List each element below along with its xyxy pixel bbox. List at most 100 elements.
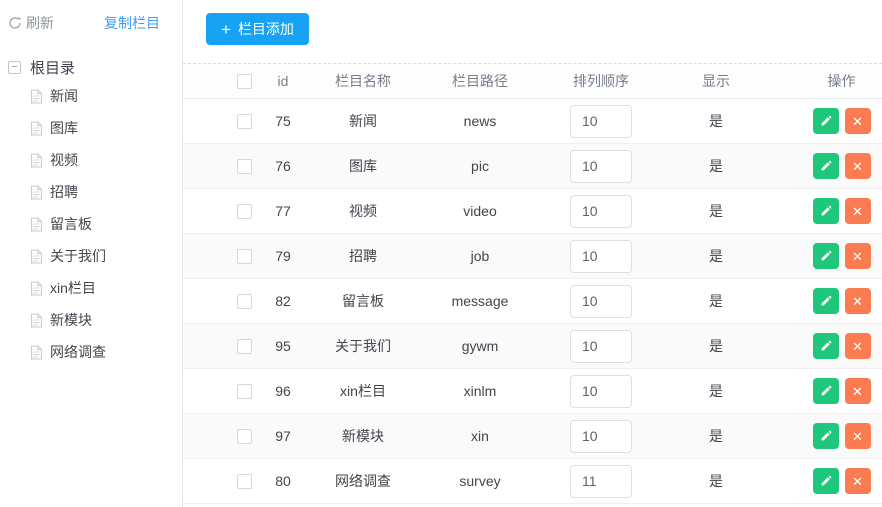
tree-item[interactable]: 招聘 [0, 176, 182, 208]
tree-root-label: 根目录 [30, 59, 76, 77]
order-input[interactable] [570, 239, 632, 273]
cell-show: 是 [709, 293, 723, 309]
tree-item[interactable]: 新模块 [0, 304, 182, 336]
edit-button[interactable] [812, 288, 839, 314]
edit-button[interactable] [812, 468, 839, 494]
select-all-checkbox[interactable] [236, 74, 252, 90]
category-tree: − 根目录 新闻 图库 视频 招聘 留言板 关于我们 xin栏目 新模块 网络调查 [0, 54, 182, 368]
row-checkbox[interactable] [236, 114, 252, 130]
cell-path: message [451, 293, 509, 309]
plus-icon: + [221, 19, 231, 39]
row-checkbox[interactable] [236, 249, 252, 265]
add-column-button-label: 栏目添加 [237, 21, 294, 37]
cell-show: 是 [709, 203, 723, 219]
table-row: 97 新模块 xin 是 ✕ [183, 414, 882, 459]
pencil-icon [821, 340, 831, 351]
cell-path: video [463, 203, 497, 219]
delete-button[interactable]: ✕ [844, 468, 871, 494]
row-checkbox[interactable] [236, 159, 252, 175]
order-input[interactable] [570, 464, 632, 498]
tree-root-node[interactable]: − 根目录 [0, 54, 182, 80]
order-input[interactable] [570, 374, 632, 408]
col-header-show: 显示 [702, 73, 730, 89]
tree-item[interactable]: 图库 [0, 112, 182, 144]
edit-button[interactable] [812, 108, 839, 134]
order-input[interactable] [570, 104, 632, 138]
edit-button[interactable] [812, 153, 839, 179]
edit-button[interactable] [812, 333, 839, 359]
order-input[interactable] [570, 149, 632, 183]
row-checkbox[interactable] [236, 384, 252, 400]
col-header-id: id [277, 73, 289, 89]
checkbox-cell [223, 338, 265, 355]
delete-x-icon: ✕ [852, 473, 863, 489]
add-column-button[interactable]: + 栏目添加 [206, 13, 309, 45]
checkbox-cell [223, 203, 265, 220]
collapse-minus-icon[interactable]: − [8, 60, 21, 74]
order-input[interactable] [570, 194, 632, 228]
tree-item[interactable]: xin栏目 [0, 272, 182, 304]
cell-show: 是 [709, 248, 723, 264]
cell-order [535, 284, 667, 318]
cell-ops: ✕ [765, 108, 882, 134]
cell-ops: ✕ [765, 198, 882, 224]
cell-order [535, 239, 667, 273]
cell-path: gywm [461, 338, 499, 354]
edit-button[interactable] [812, 198, 839, 224]
row-checkbox[interactable] [236, 294, 252, 310]
tree-item[interactable]: 新闻 [0, 80, 182, 112]
cell-path: xin [471, 428, 489, 444]
table-row: 80 网络调查 survey 是 ✕ [183, 459, 882, 504]
tree-item[interactable]: 视频 [0, 144, 182, 176]
delete-x-icon: ✕ [852, 338, 863, 354]
row-checkbox[interactable] [236, 474, 252, 490]
cell-id: 79 [275, 248, 291, 264]
edit-button[interactable] [812, 423, 839, 449]
table-row: 82 留言板 message 是 ✕ [183, 279, 882, 324]
delete-button[interactable]: ✕ [844, 153, 871, 179]
refresh-button[interactable]: 刷新 [8, 13, 54, 33]
order-input[interactable] [570, 329, 632, 363]
table-row: 96 xin栏目 xinlm 是 ✕ [183, 369, 882, 414]
delete-x-icon: ✕ [852, 203, 863, 219]
pencil-icon [821, 295, 831, 306]
cell-order [535, 194, 667, 228]
delete-button[interactable]: ✕ [844, 423, 871, 449]
cell-path: pic [471, 158, 489, 174]
row-checkbox[interactable] [236, 204, 252, 220]
edit-button[interactable] [812, 243, 839, 269]
cell-name: 视频 [349, 203, 377, 219]
checkbox-cell [223, 383, 265, 400]
edit-button[interactable] [812, 378, 839, 404]
row-checkbox[interactable] [236, 429, 252, 445]
cell-ops: ✕ [765, 288, 882, 314]
cell-id: 82 [275, 293, 291, 309]
delete-button[interactable]: ✕ [844, 243, 871, 269]
pencil-icon [821, 250, 831, 261]
main-content: + 栏目添加 id 栏目名称 栏目路径 排列顺序 显示 操作 75 新闻 news 是… [183, 0, 882, 507]
delete-button[interactable]: ✕ [844, 198, 871, 224]
cell-ops: ✕ [765, 243, 882, 269]
delete-button[interactable]: ✕ [844, 288, 871, 314]
cell-order [535, 419, 667, 453]
delete-button[interactable]: ✕ [844, 108, 871, 134]
delete-button[interactable]: ✕ [844, 378, 871, 404]
tree-item[interactable]: 留言板 [0, 208, 182, 240]
table-body: 75新闻news是✕76图库pic是✕77视频video是✕79招聘job是✕8… [183, 99, 882, 504]
cell-id: 95 [275, 338, 291, 354]
order-input[interactable] [570, 284, 632, 318]
cell-path: job [470, 248, 490, 264]
checkbox-cell [223, 248, 265, 265]
cell-show: 是 [709, 338, 723, 354]
tree-item[interactable]: 关于我们 [0, 240, 182, 272]
row-checkbox[interactable] [236, 339, 252, 355]
table-row: 95 关于我们 gywm 是 ✕ [183, 324, 882, 369]
order-input[interactable] [570, 419, 632, 453]
col-header-order: 排列顺序 [573, 73, 629, 89]
copy-column-link[interactable]: 复制栏目 [104, 15, 160, 31]
cell-order [535, 464, 667, 498]
tree-item[interactable]: 网络调查 [0, 336, 182, 368]
cell-id: 77 [275, 203, 291, 219]
delete-button[interactable]: ✕ [844, 333, 871, 359]
